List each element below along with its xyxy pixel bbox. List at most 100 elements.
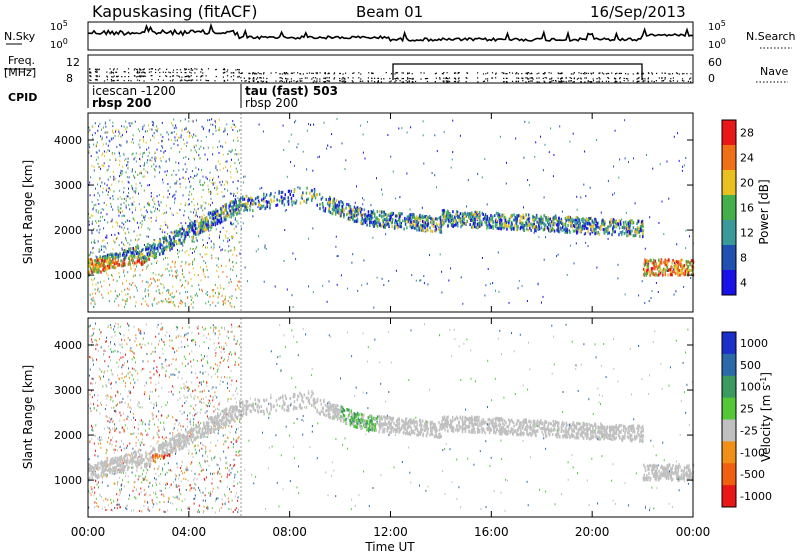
heatmap-cell (569, 140, 571, 143)
freq-dot (98, 75, 100, 77)
freq-dot (627, 78, 629, 80)
heatmap-cell (192, 235, 195, 239)
heatmap-cell (354, 210, 356, 214)
heatmap-cell (210, 123, 212, 126)
heatmap-cell (607, 228, 609, 232)
heatmap-cell (243, 175, 245, 178)
freq-dot (568, 80, 570, 82)
heatmap-cell (390, 215, 392, 218)
heatmap-cell (421, 220, 424, 223)
heatmap-cell (451, 158, 453, 161)
heatmap-cell (126, 176, 128, 179)
heatmap-cell (557, 253, 559, 256)
heatmap-cell (171, 292, 173, 295)
heatmap-cell (668, 267, 671, 271)
heatmap-cell (440, 221, 442, 225)
heatmap-cell (142, 259, 144, 263)
heatmap-cell (395, 269, 397, 272)
heatmap-cell (110, 220, 112, 223)
heatmap-cell (231, 126, 233, 129)
heatmap-cell (280, 200, 282, 203)
heatmap-cell (299, 201, 302, 205)
heatmap-cell (104, 257, 106, 261)
heatmap-cell (419, 213, 421, 217)
heatmap-cell (650, 270, 652, 274)
heatmap-cell (452, 151, 454, 153)
heatmap-cell (236, 192, 238, 194)
heatmap-cell (587, 230, 589, 234)
heatmap-cell (158, 209, 160, 212)
heatmap-cell (150, 245, 153, 249)
heatmap-cell (471, 215, 474, 219)
heatmap-cell (196, 227, 198, 231)
heatmap-cell (404, 216, 406, 220)
heatmap-cell (129, 282, 131, 285)
heatmap-cell (138, 226, 140, 229)
heatmap-cell (606, 226, 609, 230)
heatmap-cell (568, 220, 570, 224)
freq-dot (644, 78, 646, 80)
heatmap-cell (213, 294, 215, 297)
heatmap-cell (123, 256, 126, 260)
heatmap-cell (115, 157, 117, 160)
heatmap-cell (159, 252, 161, 256)
heatmap-cell (400, 222, 402, 226)
heatmap-cell (151, 282, 153, 285)
freq-dot (312, 77, 314, 79)
heatmap-cell (249, 204, 251, 208)
heatmap-cell (239, 198, 241, 202)
heatmap-cell (527, 224, 529, 228)
heatmap-cell (117, 205, 119, 208)
heatmap-cell (116, 145, 118, 148)
heatmap-cell (466, 205, 468, 208)
freq-dot (285, 78, 287, 80)
heatmap-cell (280, 198, 283, 202)
heatmap-cell (229, 171, 231, 173)
heatmap-cell (100, 270, 102, 274)
heatmap-cell (198, 154, 200, 157)
heatmap-cell (618, 176, 620, 179)
freq-dot (394, 73, 396, 75)
heatmap-cell (125, 239, 127, 242)
heatmap-cell (208, 130, 210, 133)
heatmap-cell (538, 218, 541, 221)
ytick-label: 3000 (54, 179, 82, 192)
heatmap-cell (138, 493, 140, 496)
heatmap-cell (577, 224, 580, 227)
heatmap-cell (174, 262, 176, 265)
heatmap-cell (681, 264, 683, 267)
heatmap-cell (235, 203, 238, 207)
heatmap-cell (467, 213, 469, 217)
heatmap-cell (165, 223, 167, 226)
heatmap-cell (466, 219, 468, 223)
freq-dot (150, 75, 152, 77)
heatmap-cell (575, 227, 578, 231)
heatmap-cell (494, 223, 497, 226)
freq-dot (560, 81, 562, 83)
heatmap-cell (221, 191, 223, 194)
heatmap-cell (144, 219, 146, 221)
heatmap-cell (213, 211, 215, 215)
heatmap-cell (275, 204, 277, 207)
heatmap-cell (215, 165, 217, 168)
heatmap-cell (115, 252, 118, 256)
heatmap-cell (175, 275, 177, 278)
heatmap-cell (413, 216, 416, 220)
cpid-seg2-line2: rbsp 200 (245, 96, 298, 110)
heatmap-cell (122, 298, 124, 301)
heatmap-cell (523, 206, 524, 209)
heatmap-cell (526, 223, 528, 227)
heatmap-cell (486, 217, 488, 221)
heatmap-cell (320, 197, 323, 201)
heatmap-cell (173, 239, 176, 243)
heatmap-cell (392, 212, 395, 215)
heatmap-cell (205, 202, 207, 205)
heatmap-cell (134, 340, 136, 343)
heatmap-cell (533, 219, 536, 223)
heatmap-cell (548, 228, 550, 232)
heatmap-cell (322, 205, 324, 209)
freq-dot (532, 78, 534, 80)
heatmap-cell (143, 216, 144, 219)
heatmap-cell (95, 187, 96, 190)
heatmap-cell (146, 245, 149, 249)
